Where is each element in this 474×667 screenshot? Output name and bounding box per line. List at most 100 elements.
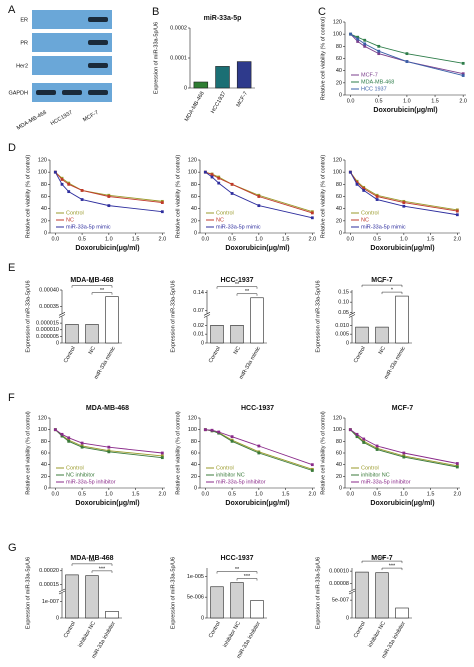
y-tick-label: 5e-006 xyxy=(187,595,204,601)
point xyxy=(375,444,379,448)
legend-label: miR-33a-5p inhibitor xyxy=(66,479,116,485)
y-tick-label: 0 xyxy=(339,92,342,98)
point xyxy=(356,37,360,41)
y-tick-label: 60 xyxy=(336,56,342,62)
point xyxy=(160,451,164,455)
bar xyxy=(65,574,79,619)
point xyxy=(80,445,84,449)
x-tick-label: 2.0 xyxy=(453,236,461,242)
y-tick-label: 0 xyxy=(44,230,47,236)
y-axis-label: Relative cell viability (% of control) xyxy=(320,155,326,239)
point xyxy=(80,441,84,445)
point xyxy=(230,439,234,443)
point xyxy=(356,35,360,39)
x-tick-label: MCF-7 xyxy=(236,91,250,109)
bar xyxy=(250,600,264,619)
y-tick-label: 0 xyxy=(339,485,342,491)
x-tick-label: HCC1937 xyxy=(210,91,227,115)
y-tick-label: 120 xyxy=(333,415,342,421)
row-label: GAPDH xyxy=(8,90,28,96)
sig-label: *** xyxy=(389,564,396,570)
y-tick-label: 0.000015 xyxy=(36,321,59,327)
y-axis-label: Expression of miR-33a-5p/U6 xyxy=(25,280,31,352)
x-tick-label: Control xyxy=(208,346,222,364)
point xyxy=(217,181,221,185)
sig-label: ** xyxy=(235,567,240,573)
y-tick-label: 100 xyxy=(188,170,197,176)
point xyxy=(461,74,465,77)
point xyxy=(210,173,214,176)
x-tick-label: 1.5 xyxy=(427,491,435,497)
point xyxy=(230,182,234,186)
x-axis-label: Doxorubicin(μg/ml) xyxy=(75,245,139,252)
x-tick-label: Control xyxy=(63,346,77,364)
point xyxy=(377,52,381,56)
panel-letter: B xyxy=(152,6,159,18)
x-tick-label: 2.0 xyxy=(308,491,316,497)
point xyxy=(107,195,111,198)
x-tick-label: 0.0 xyxy=(52,491,60,497)
point xyxy=(405,52,409,56)
x-tick-label: 2.0 xyxy=(158,236,166,242)
sig-bracket xyxy=(91,292,113,295)
y-tick-label: 20 xyxy=(336,474,342,480)
axis-break xyxy=(348,590,356,595)
bar xyxy=(375,326,389,344)
bar xyxy=(85,575,99,619)
x-tick-label: 1.0 xyxy=(105,491,113,497)
bar xyxy=(355,326,369,344)
row-label: PR xyxy=(20,40,28,46)
sig-label: ** xyxy=(100,288,105,294)
y-tick-label: 1e-005 xyxy=(187,574,204,580)
y-tick-label: 0 xyxy=(184,85,187,91)
y-tick-label: 40 xyxy=(41,206,47,212)
y-tick-label: 0.0001 xyxy=(170,55,187,61)
y-tick-label: 120 xyxy=(188,415,197,421)
x-tick-label: inhibitor NC xyxy=(77,621,97,649)
y-tick-label: 120 xyxy=(333,19,342,25)
sig-bracket xyxy=(216,571,258,574)
legend-label: NC inhibitor xyxy=(66,472,95,478)
point xyxy=(230,435,234,439)
x-tick-label: 0.5 xyxy=(78,236,86,242)
legend-label: NC xyxy=(361,217,369,223)
panel-letter: D xyxy=(8,142,16,154)
point xyxy=(402,455,406,459)
y-tick-label: 0 xyxy=(44,485,47,491)
point xyxy=(310,216,314,220)
y-tick-label: 0.14 xyxy=(193,290,204,296)
sig-bracket xyxy=(71,285,113,288)
bar xyxy=(215,66,230,89)
legend-label: inhibitor NC xyxy=(361,472,390,478)
point xyxy=(60,434,64,438)
sig-bracket xyxy=(381,567,403,571)
point xyxy=(67,439,71,443)
x-tick-label: 2.0 xyxy=(459,98,467,104)
panel-letter: E xyxy=(8,262,15,274)
x-tick-label: 1.5 xyxy=(427,236,435,242)
row-label: ER xyxy=(20,17,28,23)
lane-label: HCC1937 xyxy=(50,110,74,127)
y-tick-label: 0.00015 xyxy=(39,582,59,588)
series-line xyxy=(349,171,458,212)
axis-break xyxy=(348,314,356,318)
x-tick-label: 0.5 xyxy=(78,491,86,497)
point xyxy=(349,32,353,36)
y-tick-label: 40 xyxy=(336,462,342,468)
y-axis-label: Expression of miR-33a-5p/U6 xyxy=(315,557,321,629)
y-tick-label: 0.05 xyxy=(338,310,349,316)
y-tick-label: 0.010 xyxy=(335,323,349,329)
y-tick-label: 20 xyxy=(41,474,47,480)
point xyxy=(355,432,359,436)
sig-bracket xyxy=(381,291,403,295)
bar xyxy=(210,586,224,619)
point xyxy=(210,175,214,179)
bar xyxy=(250,297,264,344)
sig-label: ** xyxy=(90,281,95,287)
legend-label: Control xyxy=(216,210,234,216)
x-tick-label: MDA-MB-468 xyxy=(184,91,206,123)
point xyxy=(402,451,406,455)
x-axis-label: Doxorubicin(μg/ml) xyxy=(225,500,289,507)
panel-letter: A xyxy=(8,4,16,16)
